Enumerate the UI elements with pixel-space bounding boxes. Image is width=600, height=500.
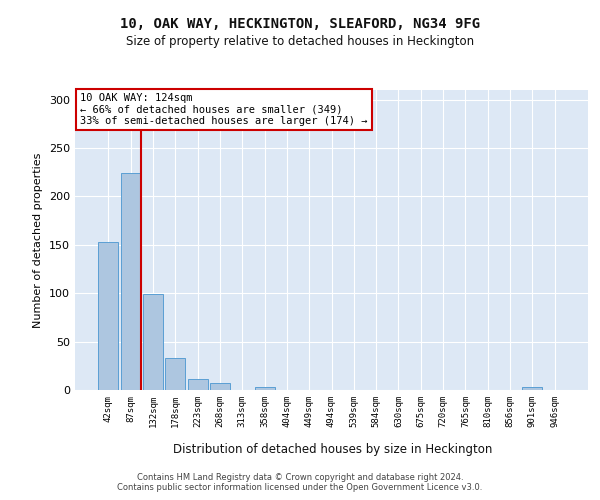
Bar bbox=[165, 358, 185, 390]
Text: Size of property relative to detached houses in Heckington: Size of property relative to detached ho… bbox=[126, 35, 474, 48]
Bar bbox=[121, 173, 141, 390]
Bar bbox=[210, 383, 230, 390]
Y-axis label: Number of detached properties: Number of detached properties bbox=[34, 152, 43, 328]
Bar bbox=[98, 242, 118, 390]
Text: Contains HM Land Registry data © Crown copyright and database right 2024.: Contains HM Land Registry data © Crown c… bbox=[137, 472, 463, 482]
Bar bbox=[254, 387, 275, 390]
Text: Distribution of detached houses by size in Heckington: Distribution of detached houses by size … bbox=[173, 442, 493, 456]
Text: 10 OAK WAY: 124sqm
← 66% of detached houses are smaller (349)
33% of semi-detach: 10 OAK WAY: 124sqm ← 66% of detached hou… bbox=[80, 93, 368, 126]
Bar bbox=[522, 387, 542, 390]
Bar bbox=[188, 380, 208, 390]
Bar bbox=[143, 294, 163, 390]
Text: 10, OAK WAY, HECKINGTON, SLEAFORD, NG34 9FG: 10, OAK WAY, HECKINGTON, SLEAFORD, NG34 … bbox=[120, 18, 480, 32]
Text: Contains public sector information licensed under the Open Government Licence v3: Contains public sector information licen… bbox=[118, 482, 482, 492]
